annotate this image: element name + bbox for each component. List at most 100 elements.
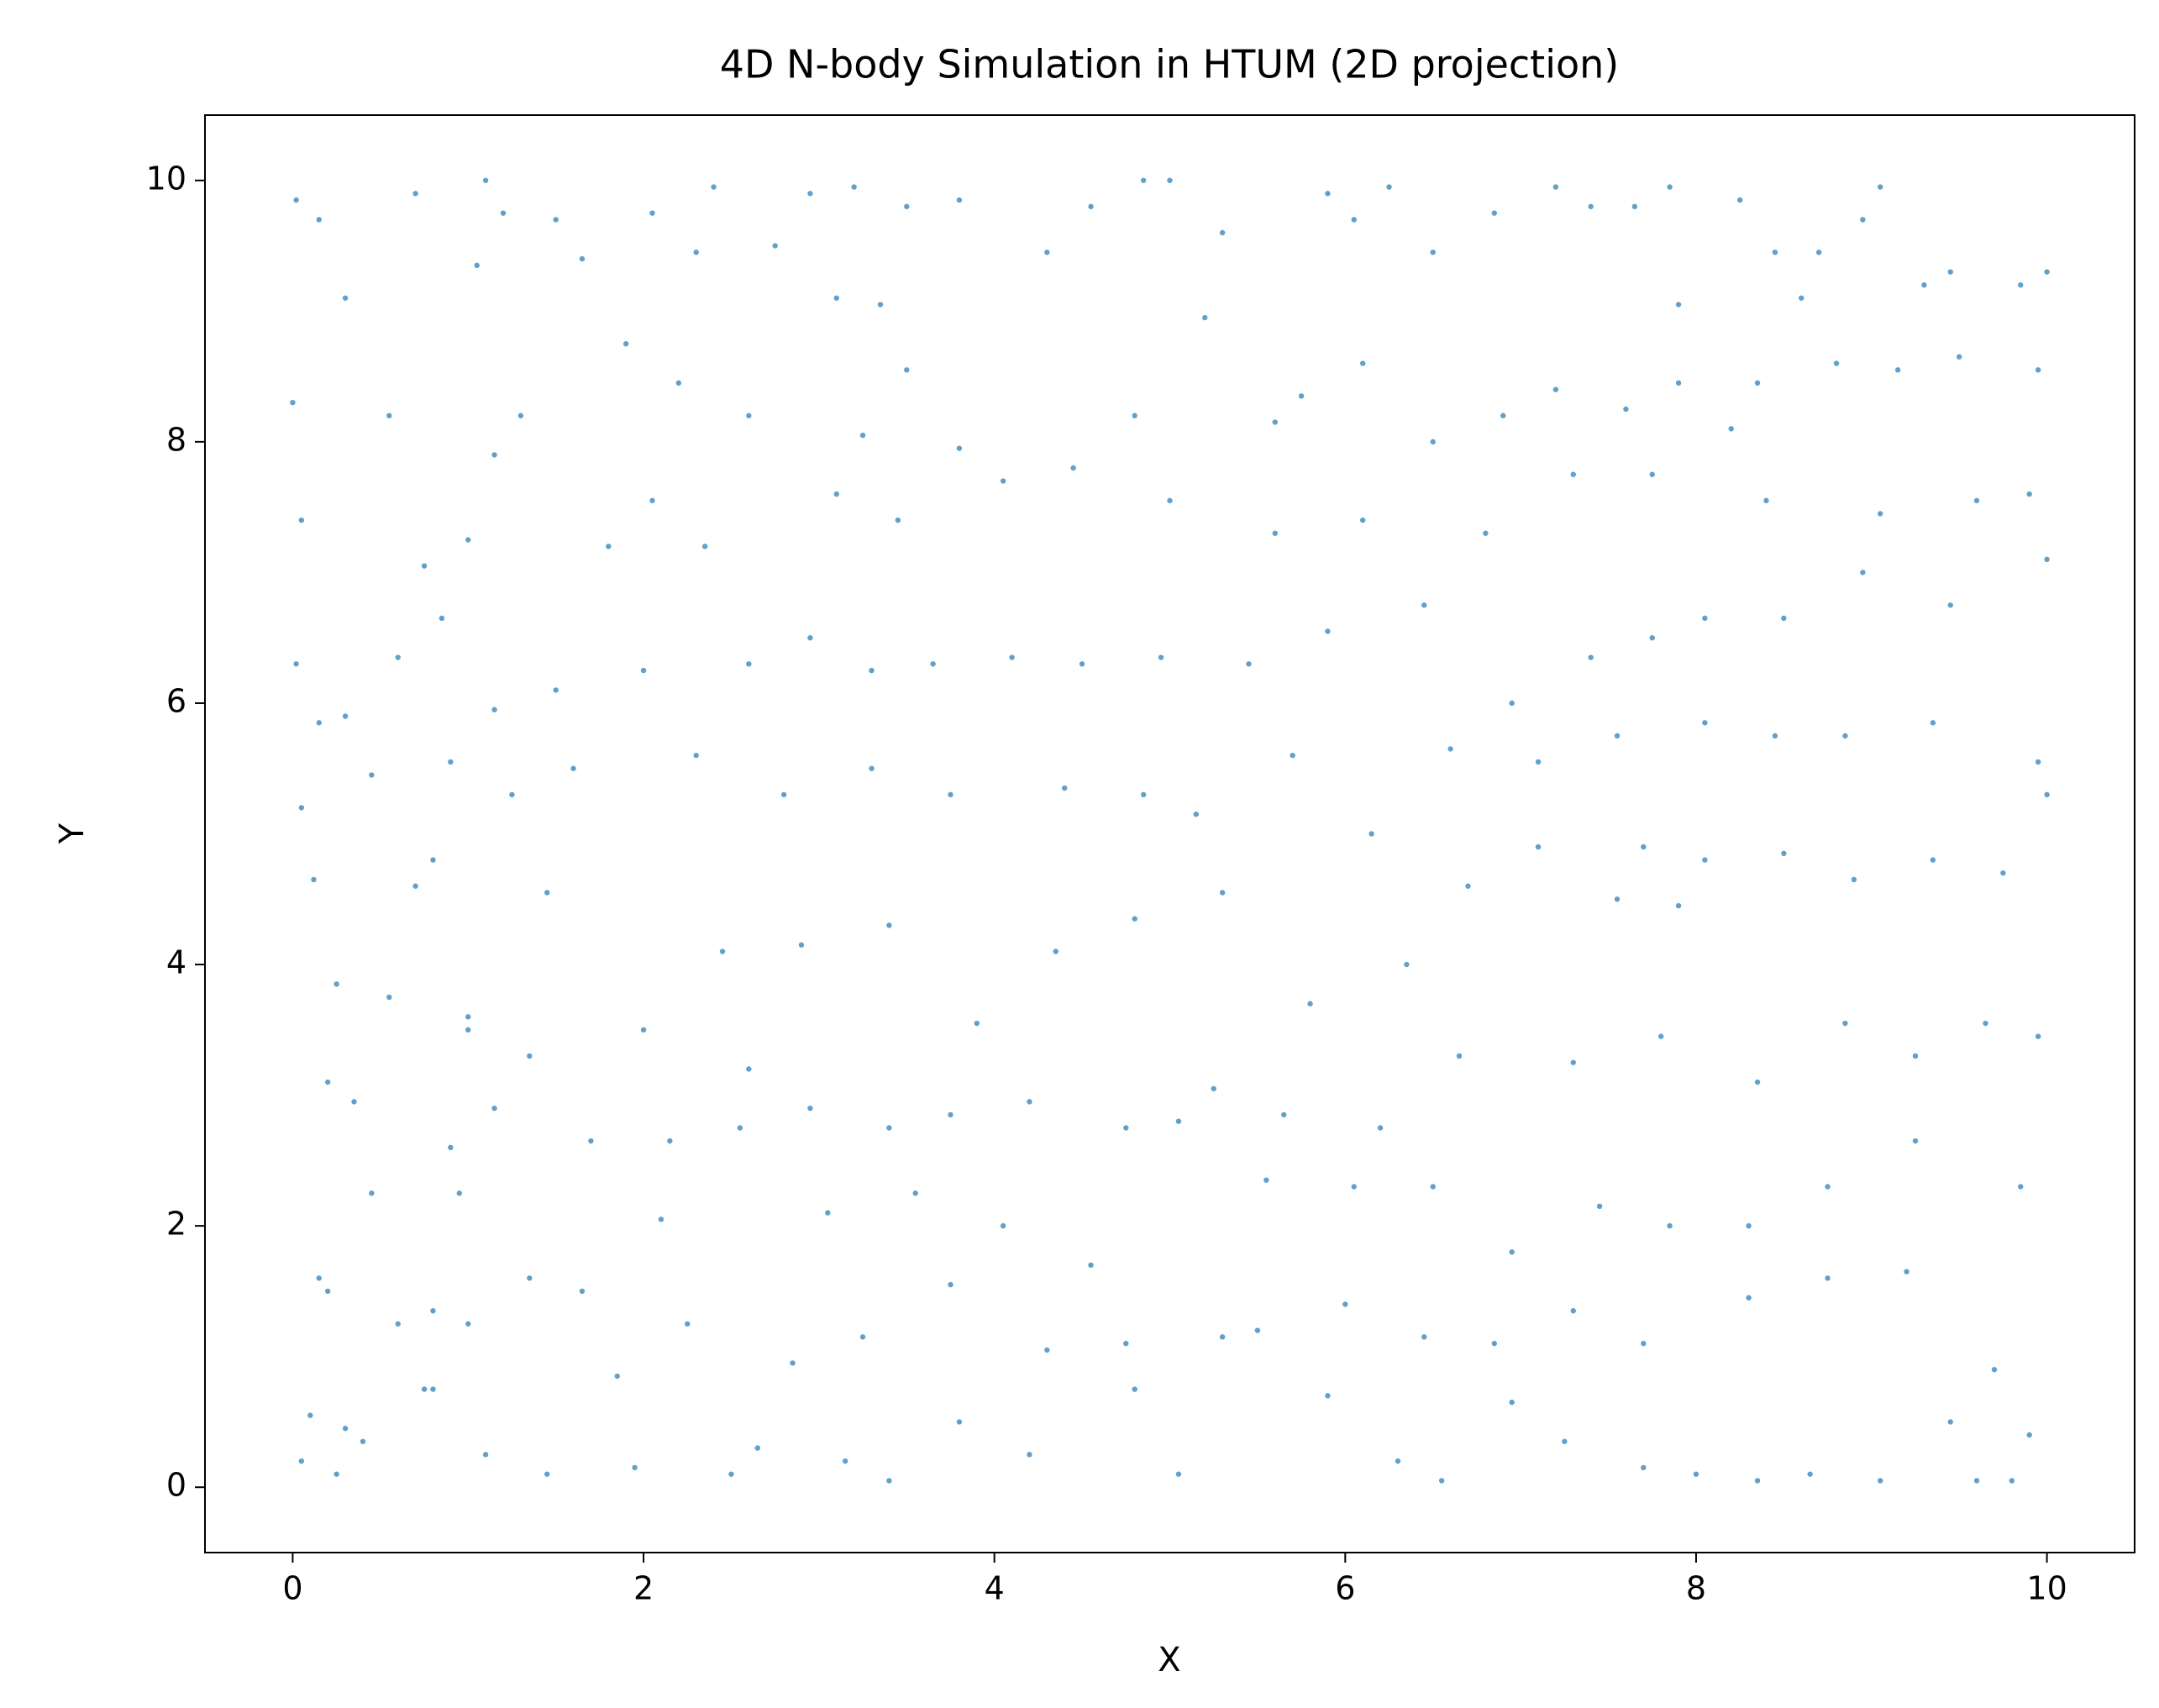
point [500,210,507,216]
point [456,1190,462,1196]
point [746,1066,752,1072]
y-tick-label: 6 [166,682,186,719]
point [622,341,629,347]
point [1825,1275,1831,1281]
point [342,713,349,719]
point [869,667,875,674]
point [1991,1367,1998,1373]
point [465,537,471,543]
point [2044,269,2050,275]
point [1842,733,1848,739]
point [1702,615,1708,622]
point [842,1458,848,1464]
point [1535,759,1542,765]
point [1763,497,1769,504]
point [658,1217,665,1222]
point [342,295,349,301]
point [693,752,699,759]
point [1509,1399,1515,1406]
y-tick-label: 8 [166,421,186,458]
point [1535,843,1542,850]
point [1746,1295,1752,1301]
point [1781,615,1787,622]
point [298,517,305,523]
point [649,210,655,216]
point [719,949,726,954]
point [465,1027,471,1033]
point [311,876,317,883]
point [1430,1184,1436,1190]
y-tick-label: 0 [166,1467,186,1504]
axes-frame [204,114,2135,1553]
point [1132,916,1137,922]
point [1175,1471,1182,1477]
point [1088,203,1094,210]
point [1641,1340,1647,1347]
point [807,1105,813,1112]
point [1193,811,1200,817]
point [1500,413,1506,418]
point [1430,439,1436,445]
point [851,184,857,190]
point [912,1190,918,1196]
point [1219,890,1226,896]
point [790,1360,796,1366]
point [421,1386,428,1392]
point [1491,1340,1498,1347]
x-tick-label: 10 [2026,1570,2067,1607]
point [1000,1222,1006,1229]
point [517,413,524,418]
y-tick-label: 10 [146,160,186,197]
point [1878,184,1883,190]
point [439,615,445,622]
point [1430,250,1436,255]
point [1009,654,1015,660]
point [491,707,497,712]
point [1123,1340,1129,1347]
point [948,1281,953,1288]
point [1491,210,1498,216]
point [1842,1020,1848,1027]
point [728,1471,734,1477]
point [1360,360,1366,366]
point [640,1027,647,1033]
point [1202,314,1208,321]
point [2035,367,2041,373]
point [1973,1478,1980,1484]
point [293,197,299,203]
point [798,942,805,948]
chart-title: 4D N-body Simulation in HTUM (2D project… [720,42,1620,87]
point [1140,177,1147,183]
point [1132,413,1137,418]
point [491,1105,497,1112]
point [1649,634,1655,641]
point [1298,393,1305,399]
point [1281,1112,1287,1118]
point [807,634,813,641]
point [293,661,299,667]
point [316,1275,322,1281]
point [877,302,884,307]
point [1290,752,1295,759]
y-axis-label: Y [53,822,92,844]
point [1351,217,1357,223]
point [482,1452,489,1458]
point [465,1321,471,1327]
x-tick-label: 2 [633,1570,654,1607]
point [1465,883,1471,889]
point [1702,720,1708,726]
point [930,661,936,667]
point [1211,1085,1216,1092]
point [1641,1464,1647,1471]
point [298,1458,305,1464]
point [1667,184,1673,190]
point [2026,1432,2032,1438]
point [421,563,428,569]
point [1754,1079,1761,1085]
point [1799,295,1804,301]
point [632,1464,638,1471]
point [386,413,392,418]
point [1070,465,1076,471]
